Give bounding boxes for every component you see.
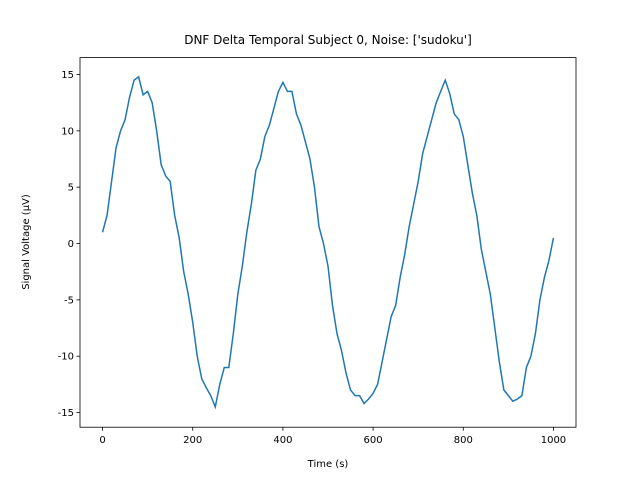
y-tick-label: -15: [58, 408, 74, 419]
x-tick-label: 0: [99, 435, 105, 446]
y-tick-label: -5: [64, 295, 74, 306]
x-tick-label: 200: [183, 435, 202, 446]
chart-title: DNF Delta Temporal Subject 0, Noise: ['s…: [184, 33, 472, 47]
x-tick-label: 1000: [541, 435, 566, 446]
x-tick-label: 600: [364, 435, 383, 446]
y-tick-label: -10: [58, 352, 74, 363]
y-axis-label: Signal Voltage (μV): [21, 194, 32, 290]
x-tick-label: 800: [454, 435, 473, 446]
x-axis-label: Time (s): [307, 459, 349, 470]
y-tick-label: 10: [61, 126, 74, 137]
x-tick-label: 400: [273, 435, 292, 446]
y-tick-label: 0: [68, 239, 74, 250]
y-tick-label: 15: [61, 70, 74, 81]
y-tick-label: 5: [68, 183, 74, 194]
data-line: [101, 75, 555, 410]
plot-frame: [79, 57, 577, 428]
